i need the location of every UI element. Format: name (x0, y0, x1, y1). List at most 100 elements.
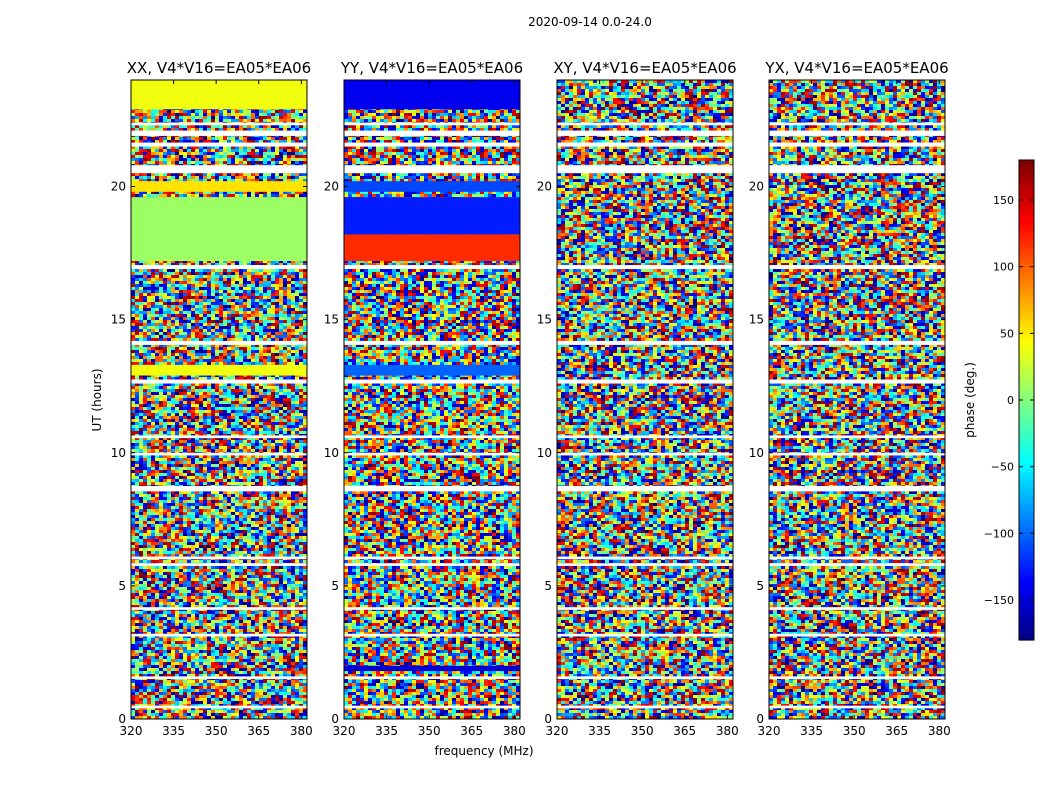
flagged-gap (344, 123, 520, 126)
colorbar-tick-label: −50 (991, 461, 1014, 474)
colorbar-segment (1019, 380, 1034, 385)
colorbar-segment (1019, 372, 1034, 377)
flagged-gap (131, 341, 307, 345)
colorbar-segment (1019, 356, 1034, 361)
colorbar-segment (1019, 540, 1034, 545)
x-tick-label: 335 (375, 724, 398, 738)
colorbar-tick-label: 150 (993, 194, 1014, 207)
flagged-gap (769, 341, 945, 345)
colorbar-segment (1019, 456, 1034, 461)
colorbar-tick-label: 50 (1000, 327, 1014, 340)
flagged-gap (131, 453, 307, 456)
flagged-gap (131, 486, 307, 491)
heatmap-cells (131, 80, 307, 719)
y-tick-label: 0 (544, 712, 552, 726)
colorbar-segment (1019, 316, 1034, 321)
colorbar-segment (1019, 408, 1034, 413)
panel-title: XY, V4*V16=EA05*EA06 (553, 59, 736, 77)
colorbar-segment (1019, 200, 1034, 205)
y-tick-label: 10 (749, 446, 764, 460)
colorbar-segment (1019, 564, 1034, 569)
flagged-gap (557, 634, 733, 637)
x-tick-label: 320 (546, 724, 569, 738)
colorbar-segment (1019, 556, 1034, 561)
x-tick-label: 335 (800, 724, 823, 738)
flagged-gap (344, 676, 520, 679)
flagged-gap (344, 435, 520, 438)
colorbar-segment (1019, 224, 1034, 229)
colorbar-tick-label: 0 (1007, 394, 1014, 407)
y-tick-label: 0 (331, 712, 339, 726)
colorbar-segment (1019, 220, 1034, 225)
flagged-gap (769, 634, 945, 637)
colorbar-segment (1019, 164, 1034, 169)
flagged-gap (344, 131, 520, 136)
flagged-gap (131, 634, 307, 637)
y-tick-label: 5 (756, 579, 764, 593)
flagged-gap (557, 143, 733, 147)
coherent-band (344, 197, 520, 234)
colorbar-segment (1019, 344, 1034, 349)
flagged-gap (557, 165, 733, 173)
y-tick-label: 10 (324, 446, 339, 460)
colorbar-segment (1019, 528, 1034, 533)
y-tick-label: 5 (331, 579, 339, 593)
colorbar-segment (1019, 384, 1034, 389)
heatmap-cells (344, 80, 520, 719)
colorbar-segment (1019, 168, 1034, 173)
heatmap-cells (557, 80, 733, 719)
x-tick-label: 350 (843, 724, 866, 738)
flagged-gap (557, 607, 733, 610)
y-tick-label: 20 (749, 180, 764, 194)
colorbar-segment (1019, 284, 1034, 289)
colorbar-segment (1019, 248, 1034, 253)
colorbar-segment (1019, 300, 1034, 305)
colorbar-segment (1019, 444, 1034, 449)
colorbar-segment (1019, 484, 1034, 489)
colorbar-segment (1019, 160, 1034, 165)
colorbar-segment (1019, 468, 1034, 473)
flagged-gap (131, 123, 307, 126)
x-tick-label: 365 (460, 724, 483, 738)
colorbar-segment (1019, 340, 1034, 345)
flagged-gap (131, 435, 307, 438)
colorbar-segment (1019, 176, 1034, 181)
flagged-gap (557, 265, 733, 269)
y-axis-label: UT (hours) (90, 368, 104, 431)
y-tick-label: 0 (118, 712, 126, 726)
flagged-gap (344, 165, 520, 173)
colorbar-segment (1019, 584, 1034, 589)
flagged-gap (769, 486, 945, 491)
colorbar-tick-label: 100 (993, 261, 1014, 274)
colorbar-segment (1019, 516, 1034, 521)
x-tick-label: 320 (120, 724, 143, 738)
y-tick-label: 15 (324, 313, 339, 327)
colorbar-segment (1019, 348, 1034, 353)
colorbar-segment (1019, 324, 1034, 329)
x-tick-label: 350 (205, 724, 228, 738)
colorbar-segment (1019, 428, 1034, 433)
x-tick-label: 380 (290, 724, 313, 738)
colorbar-segment (1019, 568, 1034, 573)
flagged-gap (769, 143, 945, 147)
colorbar-segment (1019, 308, 1034, 313)
flagged-gap (557, 131, 733, 136)
colorbar-segment (1019, 364, 1034, 369)
flagged-gap (769, 131, 945, 136)
flagged-gap (131, 676, 307, 679)
flagged-gap (344, 486, 520, 491)
x-tick-label: 365 (885, 724, 908, 738)
colorbar-segment (1019, 476, 1034, 481)
phase-waterfall-figure: 2020-09-14 0.0-24.0 XX, V4*V16=EA05*EA06… (0, 0, 1050, 800)
flagged-gap (769, 607, 945, 610)
x-tick-label: 380 (716, 724, 739, 738)
y-tick-label: 10 (111, 446, 126, 460)
coherent-band (131, 365, 307, 376)
flagged-gap (769, 706, 945, 709)
colorbar-segment (1019, 588, 1034, 593)
x-tick-label: 335 (162, 724, 185, 738)
colorbar-segment (1019, 496, 1034, 501)
colorbar-segment (1019, 256, 1034, 261)
